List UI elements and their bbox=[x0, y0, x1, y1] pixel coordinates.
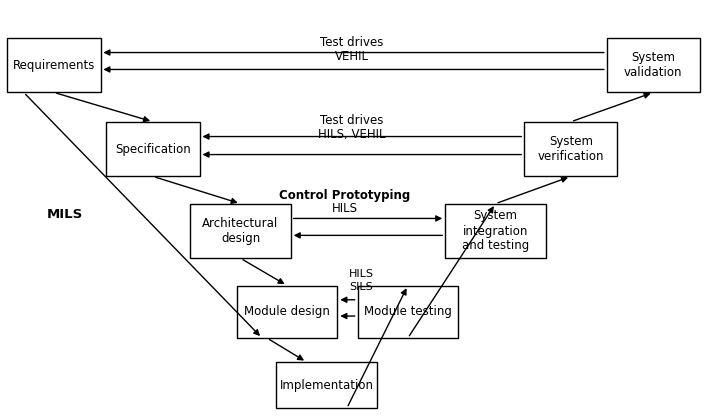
FancyBboxPatch shape bbox=[276, 362, 377, 408]
Text: HILS: HILS bbox=[332, 202, 358, 215]
FancyBboxPatch shape bbox=[7, 38, 101, 92]
FancyBboxPatch shape bbox=[445, 204, 546, 258]
FancyBboxPatch shape bbox=[358, 286, 458, 338]
FancyBboxPatch shape bbox=[237, 286, 337, 338]
FancyBboxPatch shape bbox=[607, 38, 700, 92]
Text: Module design: Module design bbox=[244, 305, 330, 318]
Text: MILS: MILS bbox=[47, 208, 83, 221]
FancyBboxPatch shape bbox=[524, 122, 617, 176]
Text: Module testing: Module testing bbox=[364, 305, 452, 318]
Text: HILS: HILS bbox=[349, 269, 373, 279]
Text: Control Prototyping: Control Prototyping bbox=[279, 189, 410, 202]
FancyBboxPatch shape bbox=[106, 122, 200, 176]
Text: HILS, VEHIL: HILS, VEHIL bbox=[318, 129, 386, 141]
Text: Test drives: Test drives bbox=[320, 115, 383, 127]
Text: Implementation: Implementation bbox=[280, 379, 373, 391]
Text: Architectural
design: Architectural design bbox=[202, 217, 279, 245]
FancyBboxPatch shape bbox=[190, 204, 291, 258]
Text: System
integration
and testing: System integration and testing bbox=[462, 210, 529, 252]
Text: SILS: SILS bbox=[349, 282, 373, 292]
Text: Test drives: Test drives bbox=[320, 37, 383, 49]
Text: System
verification: System verification bbox=[538, 135, 604, 163]
Text: Requirements: Requirements bbox=[13, 59, 95, 71]
Text: System
validation: System validation bbox=[624, 51, 683, 79]
Text: VEHIL: VEHIL bbox=[335, 50, 369, 63]
Text: Specification: Specification bbox=[115, 143, 191, 155]
